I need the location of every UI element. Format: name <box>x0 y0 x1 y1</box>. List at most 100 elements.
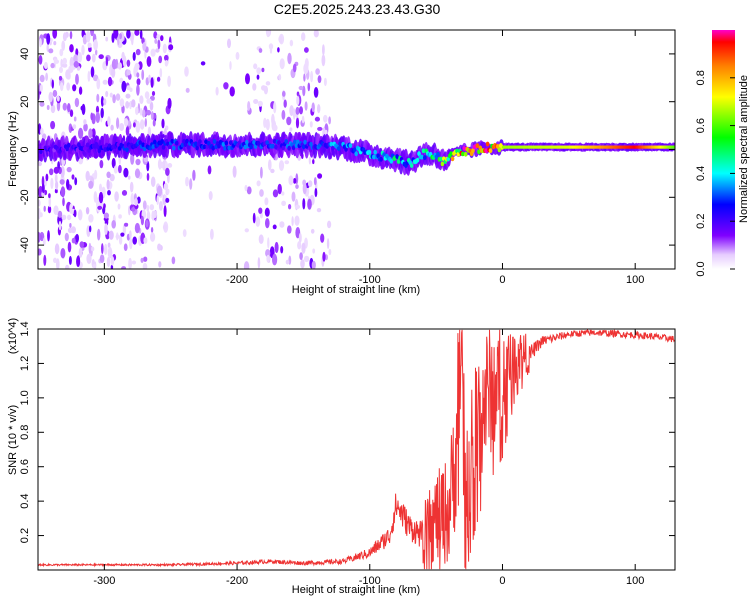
heatmap-noise-cell <box>291 191 296 202</box>
heatmap-noise-cell <box>131 260 137 265</box>
heatmap-noise-cell <box>131 34 134 46</box>
heatmap-noise-cell <box>105 90 109 98</box>
heatmap-noise-cell <box>314 116 320 122</box>
heatmap-noise-cell <box>73 116 77 122</box>
snr-ytick-label: 0.8 <box>19 425 31 440</box>
heatmap-noise-cell <box>133 122 136 128</box>
heatmap-noise-cell <box>103 98 107 106</box>
heatmap-noise-cell <box>51 79 54 89</box>
heatmap-ridge-cell <box>420 154 424 160</box>
heatmap-noise-cell <box>61 214 67 221</box>
heatmap-noise-cell <box>150 111 154 120</box>
heatmap-noise-cell <box>136 84 140 96</box>
heatmap-noise-cell <box>244 184 248 192</box>
heatmap-noise-cell <box>141 109 146 118</box>
heatmap-ridge-cell <box>296 139 300 145</box>
heatmap-noise-cell <box>272 189 279 198</box>
heatmap-noise-cell <box>312 248 316 254</box>
heatmap-noise-cell <box>264 207 270 217</box>
heatmap-noise-cell <box>304 47 309 53</box>
heatmap-noise-cell <box>289 105 294 117</box>
snr-xtick-label: 0 <box>499 575 505 587</box>
heatmap-noise-cell <box>106 171 111 179</box>
heatmap-noise-cell <box>104 223 108 236</box>
heatmap-noise-cell <box>68 255 72 265</box>
heatmap-noise-cell <box>118 214 122 219</box>
heatmap-noise-cell <box>85 207 90 215</box>
spectrogram-ytick-label: 40 <box>19 48 31 60</box>
heatmap-noise-cell <box>328 248 332 256</box>
heatmap-noise-cell <box>115 234 121 239</box>
heatmap-noise-cell <box>38 207 41 220</box>
heatmap-noise-cell <box>160 35 164 42</box>
heatmap-noise-cell <box>277 183 282 195</box>
colorbar-tick-label: 0.6 <box>695 118 707 133</box>
heatmap-noise-cell <box>159 68 163 78</box>
heatmap-noise-cell <box>97 205 103 210</box>
heatmap-noise-cell <box>311 102 315 113</box>
heatmap-ridge-cell <box>488 148 493 154</box>
heatmap-noise-cell <box>265 249 271 258</box>
heatmap-ridge-cell <box>284 139 289 144</box>
heatmap-noise-cell <box>309 121 313 128</box>
heatmap-noise-cell <box>66 82 71 91</box>
heatmap-noise-cell <box>272 124 278 132</box>
heatmap-ridge-cell <box>293 139 297 145</box>
heatmap-noise-cell <box>48 193 51 199</box>
heatmap-noise-cell <box>208 191 213 201</box>
heatmap-noise-cell <box>106 256 111 268</box>
heatmap-ridge-cell <box>252 140 256 145</box>
heatmap-noise-cell <box>67 214 72 221</box>
heatmap-ridge-cell <box>125 147 129 153</box>
heatmap-noise-cell <box>270 168 275 174</box>
heatmap-ridge-cell <box>123 143 128 149</box>
heatmap-noise-cell <box>229 61 232 70</box>
heatmap-ridge-cell <box>204 139 208 145</box>
heatmap-noise-cell <box>215 86 219 96</box>
heatmap-noise-cell <box>125 126 130 137</box>
heatmap-ridge-cell <box>301 144 306 150</box>
heatmap-noise-cell <box>109 173 115 182</box>
heatmap-noise-cell <box>165 197 170 203</box>
heatmap-noise-cell <box>124 222 129 227</box>
heatmap-noise-cell <box>140 257 144 263</box>
heatmap-ridge-cell <box>243 144 248 150</box>
heatmap-noise-cell <box>96 93 100 103</box>
heatmap-noise-cell <box>53 205 59 215</box>
heatmap-noise-cell <box>129 230 132 240</box>
spectrogram-ytick-label: 0 <box>19 146 31 152</box>
heatmap-noise-cell <box>129 238 133 250</box>
heatmap-noise-cell <box>77 52 83 63</box>
heatmap-noise-cell <box>182 229 187 238</box>
heatmap-noise-cell <box>132 236 137 245</box>
colorbar-gradient <box>712 30 735 269</box>
heatmap-noise-cell <box>246 186 252 195</box>
heatmap-noise-cell <box>292 108 296 120</box>
heatmap-noise-cell <box>54 59 59 64</box>
heatmap-noise-cell <box>131 207 136 212</box>
heatmap-noise-cell <box>88 128 93 139</box>
heatmap-noise-cell <box>114 191 119 202</box>
heatmap-noise-cell <box>288 175 294 186</box>
heatmap-noise-cell <box>168 44 174 51</box>
heatmap-noise-cell <box>73 209 77 218</box>
heatmap-noise-cell <box>143 237 148 244</box>
heatmap-noise-cell <box>283 99 287 108</box>
heatmap-noise-cell <box>76 255 81 267</box>
heatmap-noise-cell <box>108 230 114 240</box>
heatmap-noise-cell <box>94 169 98 180</box>
heatmap-noise-cell <box>46 33 51 45</box>
heatmap-noise-cell <box>83 119 87 125</box>
heatmap-ridge-cell <box>329 141 334 147</box>
heatmap-noise-cell <box>88 214 94 223</box>
heatmap-noise-cell <box>141 69 145 81</box>
heatmap-noise-cell <box>322 251 326 262</box>
heatmap-noise-cell <box>259 189 264 197</box>
heatmap-noise-cell <box>291 216 294 227</box>
heatmap-noise-cell <box>73 61 80 68</box>
heatmap-noise-cell <box>268 43 274 50</box>
heatmap-noise-cell <box>69 223 72 228</box>
heatmap-noise-cell <box>50 120 56 130</box>
heatmap-noise-cell <box>149 204 155 211</box>
heatmap-noise-cell <box>294 215 300 226</box>
